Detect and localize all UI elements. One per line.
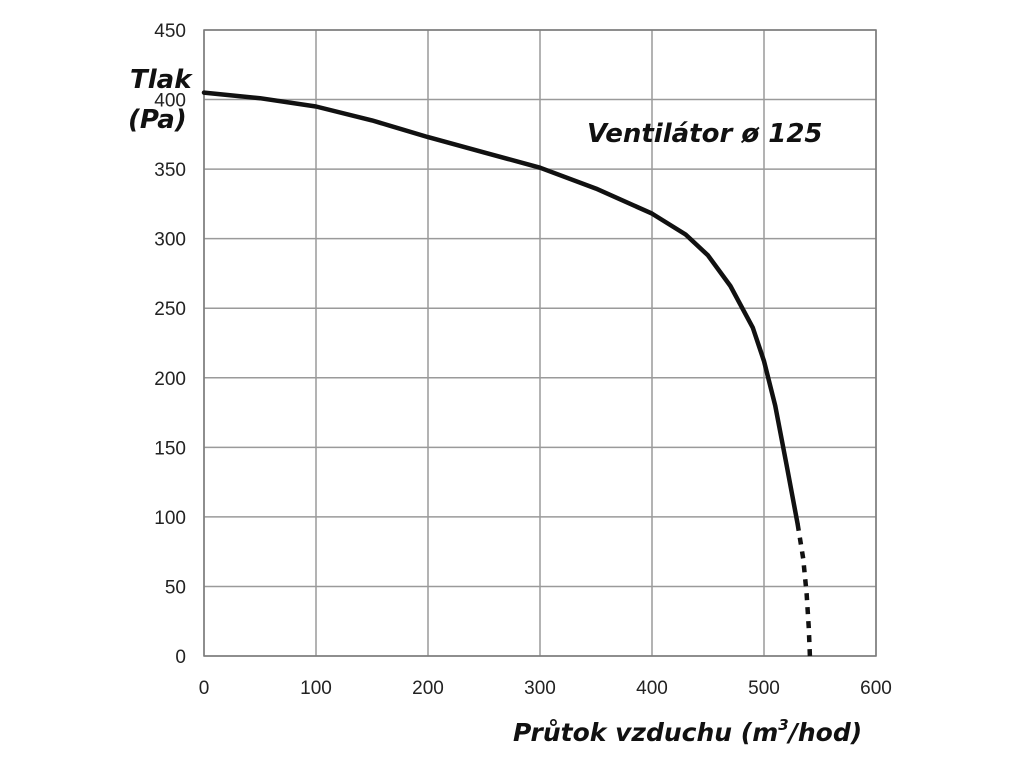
x-tick-label: 200 (412, 678, 444, 699)
pressure-curve (201, 90, 800, 527)
y-tick-label: 350 (154, 160, 186, 181)
x-tick-label: 500 (748, 678, 780, 699)
y-tick-label: 450 (154, 21, 186, 42)
y-tick-label: 150 (154, 438, 186, 459)
x-axis-label-sup: 3 (778, 716, 788, 734)
x-tick-label: 100 (300, 678, 332, 699)
y-tick-label: 100 (154, 508, 186, 529)
x-tick-labels: 0 100 200 300 400 500 600 (199, 678, 892, 699)
x-axis-label-prefix: Průtok vzduchu (m (513, 718, 778, 747)
x-tick-label: 0 (199, 678, 210, 699)
pressure-curve-extrapolated (795, 523, 813, 657)
chart-annotation: Ventilátor ø 125 (587, 119, 823, 149)
y-tick-label: 400 (154, 91, 186, 112)
x-axis-label: Průtok vzduchu (m3/hod) (513, 716, 862, 747)
x-axis-label-suffix: /hod) (786, 718, 862, 747)
x-tick-label: 600 (860, 678, 892, 699)
y-tick-label: 300 (154, 230, 186, 251)
plot-frame (203, 29, 877, 657)
series-layer (201, 90, 813, 657)
y-axis-label-line2: (Pa) (128, 105, 187, 135)
y-axis-label-line1: Tlak (130, 65, 193, 95)
y-tick-label: 50 (165, 577, 186, 598)
x-tick-label: 400 (636, 678, 668, 699)
y-tick-label: 250 (154, 299, 186, 320)
x-tick-label: 300 (524, 678, 556, 699)
y-tick-label: 200 (154, 369, 186, 390)
y-tick-labels: 0 50 100 150 200 250 300 350 400 450 (154, 21, 186, 668)
y-tick-label: 0 (175, 647, 186, 668)
